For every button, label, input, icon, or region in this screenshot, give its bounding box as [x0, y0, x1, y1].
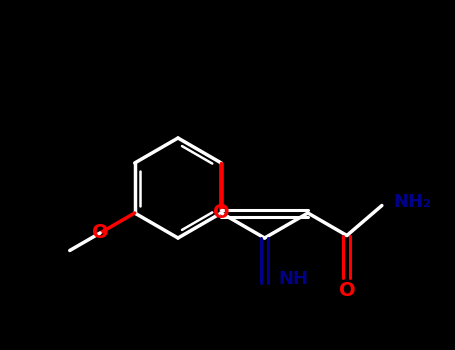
Text: NH: NH [278, 270, 308, 288]
Text: NH₂: NH₂ [394, 193, 432, 210]
Text: O: O [92, 224, 108, 243]
Text: O: O [339, 281, 355, 300]
Text: O: O [213, 203, 230, 223]
